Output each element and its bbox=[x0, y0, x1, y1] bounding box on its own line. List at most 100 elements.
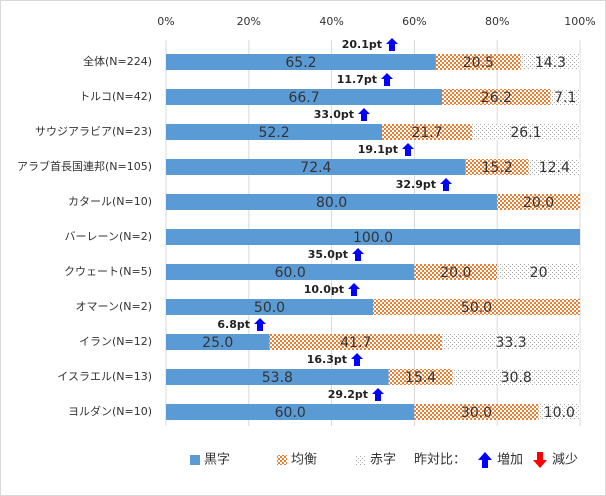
x-tick-label: 40% bbox=[319, 15, 343, 28]
value-label: 15.2 bbox=[482, 160, 513, 176]
value-label: 20 bbox=[530, 265, 548, 281]
value-label: 72.4 bbox=[300, 160, 331, 176]
legend-swatch bbox=[190, 455, 200, 465]
bar-segment bbox=[550, 89, 580, 105]
value-label: 26.1 bbox=[510, 125, 541, 141]
bar-segment bbox=[166, 124, 383, 140]
value-label: 52.2 bbox=[258, 125, 289, 141]
annotation: 19.1pt bbox=[358, 143, 398, 156]
up-arrow bbox=[381, 73, 393, 86]
value-label: 53.8 bbox=[262, 370, 293, 386]
annotation: 32.9pt bbox=[396, 178, 436, 191]
category-label: イスラエル(N=13) bbox=[57, 370, 152, 383]
value-label: 50.0 bbox=[461, 300, 492, 316]
down-arrow-icon bbox=[533, 452, 547, 468]
value-label: 15.4 bbox=[405, 370, 436, 386]
category-label: クウェート(N=5) bbox=[64, 265, 152, 278]
value-label: 60.0 bbox=[275, 405, 306, 421]
value-label: 20.5 bbox=[463, 55, 494, 71]
x-tick-label: 0% bbox=[157, 15, 174, 28]
annotation: 6.8pt bbox=[217, 318, 250, 331]
legend-label: 赤字 bbox=[370, 453, 396, 468]
value-label: 65.2 bbox=[285, 55, 316, 71]
category-label: バーレーン(N=2) bbox=[65, 230, 152, 243]
up-arrow bbox=[352, 248, 364, 261]
annotation: 10.0pt bbox=[304, 283, 344, 296]
bar-segment bbox=[471, 124, 580, 140]
category-label: ヨルダン(N=10) bbox=[68, 404, 152, 418]
value-label: 20.0 bbox=[523, 195, 554, 211]
annotation: 29.2pt bbox=[328, 388, 368, 401]
annotation: 35.0pt bbox=[308, 248, 348, 261]
value-label: 12.4 bbox=[539, 160, 570, 176]
value-label: 14.3 bbox=[535, 55, 566, 71]
bar-segment bbox=[382, 124, 472, 140]
up-arrow bbox=[440, 178, 452, 191]
category-label: アラブ首長国連邦(N=105) bbox=[17, 159, 152, 173]
value-label: 100.0 bbox=[353, 230, 393, 246]
category-label: トルコ(N=42) bbox=[79, 90, 152, 103]
bar-segment bbox=[166, 334, 270, 350]
bar-segment bbox=[166, 54, 436, 70]
category-label: カタール(N=10) bbox=[68, 195, 152, 208]
change-legend-increase: 増加 bbox=[497, 453, 523, 468]
bar-segment bbox=[435, 54, 521, 70]
x-tick-label: 60% bbox=[402, 15, 426, 28]
value-label: 20.0 bbox=[440, 265, 471, 281]
category-label: サウジアラビア(N=23) bbox=[35, 125, 152, 138]
up-arrow bbox=[386, 38, 398, 51]
value-label: 41.7 bbox=[340, 335, 371, 351]
value-label: 60.0 bbox=[275, 265, 306, 281]
value-label: 25.0 bbox=[202, 335, 233, 351]
bar-segment bbox=[166, 194, 498, 210]
value-label: 80.0 bbox=[316, 195, 347, 211]
annotation: 16.3pt bbox=[307, 353, 347, 366]
bar-segment bbox=[166, 264, 415, 280]
category-label: オマーン(N=2) bbox=[76, 300, 152, 313]
bar-segment bbox=[166, 299, 373, 315]
up-arrow bbox=[402, 143, 414, 156]
bar-segment bbox=[414, 264, 498, 280]
value-label: 10.0 bbox=[544, 405, 575, 421]
legend-label: 均衡 bbox=[291, 453, 317, 468]
annotation: 33.0pt bbox=[314, 108, 354, 121]
up-arrow bbox=[351, 353, 363, 366]
annotation: 20.1pt bbox=[342, 38, 382, 51]
bar-segment bbox=[269, 334, 443, 350]
bar-segment bbox=[497, 194, 580, 210]
x-tick-label: 20% bbox=[237, 15, 261, 28]
value-label: 30.0 bbox=[461, 405, 492, 421]
bar-segment bbox=[442, 89, 551, 105]
legend-label: 黒字 bbox=[204, 453, 230, 468]
category-label: イラン(N=12) bbox=[79, 335, 152, 348]
legend-swatch bbox=[277, 455, 287, 465]
up-arrow bbox=[254, 318, 266, 331]
bar-segment bbox=[528, 159, 580, 175]
legend-swatch bbox=[356, 455, 366, 465]
bar-segment bbox=[166, 159, 466, 175]
value-label: 30.8 bbox=[501, 370, 532, 386]
bar-segment bbox=[166, 369, 389, 385]
bar-segment bbox=[497, 264, 580, 280]
change-legend-title: 昨対比： bbox=[414, 453, 466, 468]
value-label: 66.7 bbox=[288, 90, 319, 106]
bar-segment bbox=[414, 404, 539, 420]
bar-segment bbox=[465, 159, 529, 175]
annotation: 11.7pt bbox=[337, 73, 377, 86]
bar-segment bbox=[538, 404, 580, 420]
up-arrow bbox=[372, 388, 384, 401]
value-label: 21.7 bbox=[411, 125, 442, 141]
x-tick-label: 80% bbox=[485, 15, 509, 28]
value-label: 26.2 bbox=[481, 90, 512, 106]
category-label: 全体(N=224) bbox=[83, 54, 152, 68]
value-label: 7.1 bbox=[554, 90, 576, 106]
value-label: 50.0 bbox=[254, 300, 285, 316]
bar-segment bbox=[373, 299, 580, 315]
up-arrow bbox=[358, 108, 370, 121]
value-label: 33.3 bbox=[495, 335, 526, 351]
change-legend-decrease: 減少 bbox=[552, 452, 578, 468]
bar-segment bbox=[166, 404, 415, 420]
up-arrow-icon bbox=[478, 452, 492, 468]
